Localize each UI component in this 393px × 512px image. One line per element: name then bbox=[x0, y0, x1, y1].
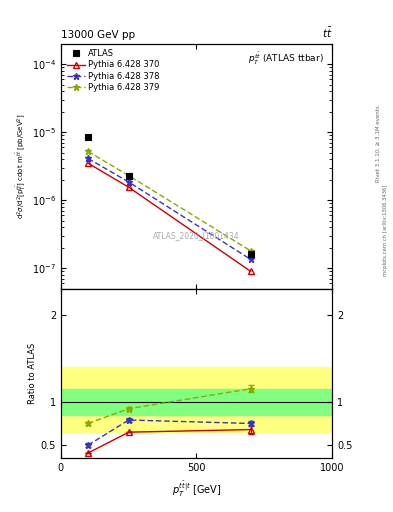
Text: $t\bar{t}$: $t\bar{t}$ bbox=[321, 26, 332, 40]
Text: $p_T^{t\bar{t}}$ (ATLAS ttbar): $p_T^{t\bar{t}}$ (ATLAS ttbar) bbox=[248, 51, 324, 67]
Y-axis label: d$^2\sigma$/d$^2$[p$^{t\bar{t}}_{T}$] cdot m$^{t\bar{t}}$ [pb/GeV$^2$]: d$^2\sigma$/d$^2$[p$^{t\bar{t}}_{T}$] cd… bbox=[15, 114, 29, 219]
Text: 13000 GeV pp: 13000 GeV pp bbox=[61, 30, 135, 40]
Legend: ATLAS, Pythia 6.428 370, Pythia 6.428 378, Pythia 6.428 379: ATLAS, Pythia 6.428 370, Pythia 6.428 37… bbox=[63, 46, 163, 95]
X-axis label: $p^{t\bar{t}|t}_{T}$ [GeV]: $p^{t\bar{t}|t}_{T}$ [GeV] bbox=[172, 479, 221, 499]
Text: mcplots.cern.ch [arXiv:1306.3436]: mcplots.cern.ch [arXiv:1306.3436] bbox=[383, 185, 387, 276]
Y-axis label: Ratio to ATLAS: Ratio to ATLAS bbox=[28, 343, 37, 404]
Text: Rivet 3.1.10, ≥ 3.1M events: Rivet 3.1.10, ≥ 3.1M events bbox=[376, 105, 380, 182]
Text: ATLAS_2020_I1801434: ATLAS_2020_I1801434 bbox=[153, 231, 240, 240]
